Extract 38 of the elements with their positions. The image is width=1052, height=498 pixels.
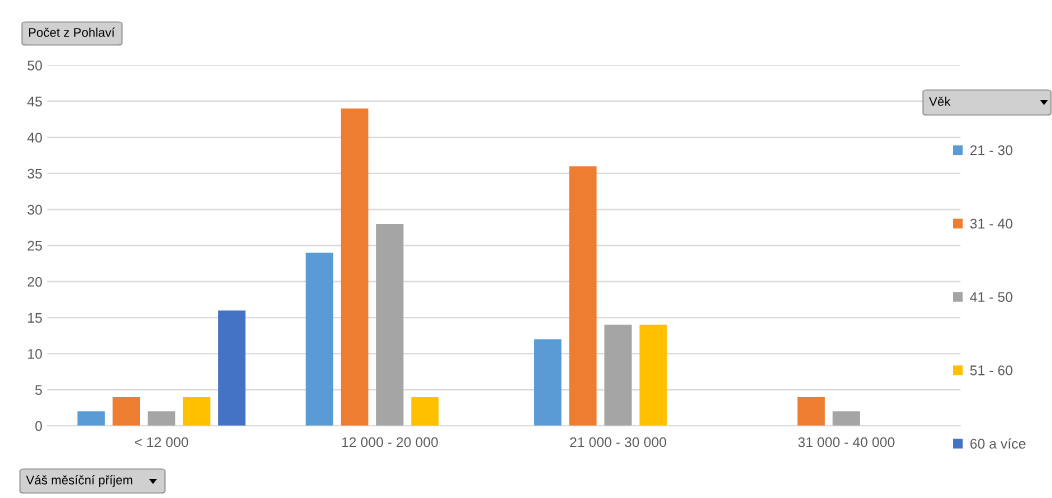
bar xyxy=(340,108,369,426)
y-tick-label: 5 xyxy=(35,385,42,395)
bar xyxy=(534,339,562,426)
y-tick-label: 40 xyxy=(27,132,42,143)
legend-label: 21 - 30 xyxy=(970,145,1013,156)
y-tick-label: 35 xyxy=(27,168,42,179)
x-tick-label: 31 000 - 40 000 xyxy=(798,437,895,448)
y-tick-label: 30 xyxy=(27,204,42,215)
bar xyxy=(77,411,105,426)
bar xyxy=(182,396,211,426)
bar xyxy=(376,223,404,426)
bar xyxy=(569,166,597,426)
bar xyxy=(411,396,439,426)
bar xyxy=(147,411,176,426)
bar xyxy=(639,324,667,426)
bar xyxy=(604,324,632,426)
y-tick-label: 20 xyxy=(27,276,42,287)
x-tick-label: < 12 000 xyxy=(134,437,189,448)
x-axis-title: Váš měsíční příjem xyxy=(26,475,133,487)
y-tick-label: 0 xyxy=(35,421,42,431)
x-tick-label: 12 000 - 20 000 xyxy=(342,437,438,448)
legend-label: 60 a více xyxy=(970,438,1026,449)
bar xyxy=(218,310,246,426)
bar xyxy=(832,411,861,426)
bar xyxy=(305,252,334,426)
y-axis-title: Počet z Pohlaví xyxy=(29,27,115,37)
x-tick-label: 21 000 - 30 000 xyxy=(570,437,667,448)
y-tick-label: 50 xyxy=(27,60,42,71)
y-tick-label: 25 xyxy=(27,240,42,251)
y-tick-label: 15 xyxy=(28,313,42,323)
bar xyxy=(797,396,825,426)
legend-label: 31 - 40 xyxy=(970,218,1013,229)
legend-title: Věk xyxy=(929,96,951,106)
y-tick-label: 45 xyxy=(27,96,42,107)
legend-label: 51 - 60 xyxy=(970,365,1013,376)
y-tick-label: 10 xyxy=(28,349,42,359)
bar xyxy=(112,396,141,426)
legend-label: 41 - 50 xyxy=(969,292,1013,302)
